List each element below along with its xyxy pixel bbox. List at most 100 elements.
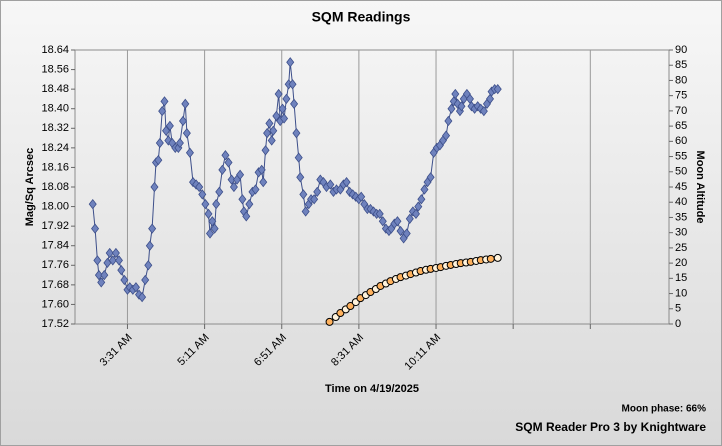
data-point bbox=[145, 240, 154, 251]
data-point bbox=[91, 223, 100, 234]
data-point bbox=[218, 164, 227, 176]
data-point bbox=[290, 98, 299, 109]
data-point bbox=[120, 274, 129, 286]
y2-tick-label: 5 bbox=[675, 303, 681, 315]
data-point bbox=[342, 176, 351, 188]
y2-tick-label: 80 bbox=[675, 74, 687, 86]
data-point bbox=[111, 247, 120, 259]
data-point bbox=[259, 176, 268, 188]
data-point bbox=[238, 194, 247, 205]
data-point bbox=[265, 118, 274, 129]
data-point bbox=[274, 88, 283, 100]
data-point bbox=[251, 184, 260, 195]
data-point bbox=[205, 228, 215, 239]
data-point bbox=[208, 216, 217, 227]
data-point bbox=[336, 309, 345, 318]
y-tick-label: 18.64 bbox=[41, 44, 69, 56]
y-tick-label: 18.16 bbox=[41, 161, 69, 173]
y-tick-label: 18.24 bbox=[41, 142, 69, 154]
data-point bbox=[154, 154, 163, 166]
y2-tick-label: 75 bbox=[675, 90, 687, 102]
data-point bbox=[292, 128, 301, 139]
y-tick-label: 17.92 bbox=[41, 220, 69, 232]
x-axis-label: Time on 4/19/2025 bbox=[325, 383, 419, 395]
y2-tick-label: 35 bbox=[675, 211, 687, 223]
data-point bbox=[108, 255, 117, 266]
y-tick-label: 18.08 bbox=[41, 181, 69, 193]
data-point bbox=[164, 135, 173, 146]
data-point bbox=[105, 247, 114, 259]
data-point bbox=[94, 269, 103, 281]
data-point bbox=[313, 186, 322, 198]
data-point bbox=[396, 225, 405, 237]
chart-title: SQM Readings bbox=[312, 9, 411, 25]
data-point bbox=[155, 137, 164, 149]
y2-tick-label: 10 bbox=[675, 287, 687, 299]
data-point bbox=[212, 198, 221, 210]
data-point bbox=[272, 110, 281, 122]
data-point bbox=[224, 157, 233, 168]
data-point bbox=[242, 211, 251, 222]
data-point bbox=[215, 186, 224, 198]
y-tick-label: 18.48 bbox=[41, 83, 69, 95]
data-point bbox=[229, 181, 238, 193]
data-point bbox=[326, 179, 335, 190]
data-point bbox=[411, 208, 420, 220]
data-point bbox=[493, 253, 502, 262]
data-point bbox=[442, 130, 451, 141]
data-point bbox=[457, 101, 466, 112]
data-point bbox=[175, 137, 184, 149]
data-point bbox=[346, 302, 355, 311]
data-point bbox=[263, 128, 272, 139]
data-point bbox=[286, 57, 295, 68]
data-point bbox=[158, 106, 167, 117]
data-point bbox=[227, 174, 236, 185]
data-point bbox=[486, 254, 495, 263]
data-point bbox=[261, 145, 270, 156]
data-point bbox=[138, 291, 147, 303]
data-point bbox=[447, 103, 456, 114]
data-point bbox=[414, 201, 423, 212]
data-point bbox=[280, 113, 289, 124]
data-point bbox=[114, 255, 123, 266]
data-point bbox=[178, 115, 188, 127]
y2-tick-label: 60 bbox=[675, 135, 687, 147]
y2-tick-label: 15 bbox=[675, 272, 687, 284]
data-point bbox=[375, 208, 384, 220]
data-point bbox=[301, 206, 310, 217]
data-point bbox=[310, 194, 319, 205]
y2-tick-label: 65 bbox=[675, 120, 687, 132]
data-point bbox=[405, 213, 414, 224]
data-point bbox=[88, 198, 97, 210]
data-point bbox=[117, 265, 126, 276]
data-point bbox=[402, 228, 411, 239]
data-point bbox=[221, 150, 230, 161]
y2-tick-label: 20 bbox=[675, 257, 687, 269]
y2-tick-label: 70 bbox=[675, 105, 687, 117]
data-point bbox=[100, 269, 109, 281]
data-point bbox=[160, 96, 169, 107]
data-point bbox=[299, 189, 308, 200]
y-tick-label: 17.52 bbox=[41, 318, 69, 330]
data-point bbox=[453, 98, 462, 109]
data-point bbox=[269, 125, 278, 136]
data-point bbox=[93, 255, 102, 266]
data-point bbox=[282, 93, 291, 105]
y2-tick-label: 40 bbox=[675, 196, 687, 208]
y-tick-label: 18.32 bbox=[41, 122, 69, 134]
y-tick-label: 17.84 bbox=[41, 240, 69, 252]
y2-tick-label: 30 bbox=[675, 227, 687, 239]
y-tick-label: 18.40 bbox=[41, 103, 69, 115]
y-tick-label: 17.60 bbox=[41, 298, 69, 310]
y2-tick-label: 45 bbox=[675, 181, 687, 193]
data-point bbox=[493, 83, 502, 95]
y-tick-label: 17.68 bbox=[41, 279, 69, 291]
y-tick-label: 18.00 bbox=[41, 200, 69, 212]
data-point bbox=[181, 98, 190, 109]
data-point bbox=[278, 103, 287, 114]
data-point bbox=[417, 194, 426, 205]
data-point bbox=[296, 172, 305, 183]
data-point bbox=[325, 317, 334, 326]
